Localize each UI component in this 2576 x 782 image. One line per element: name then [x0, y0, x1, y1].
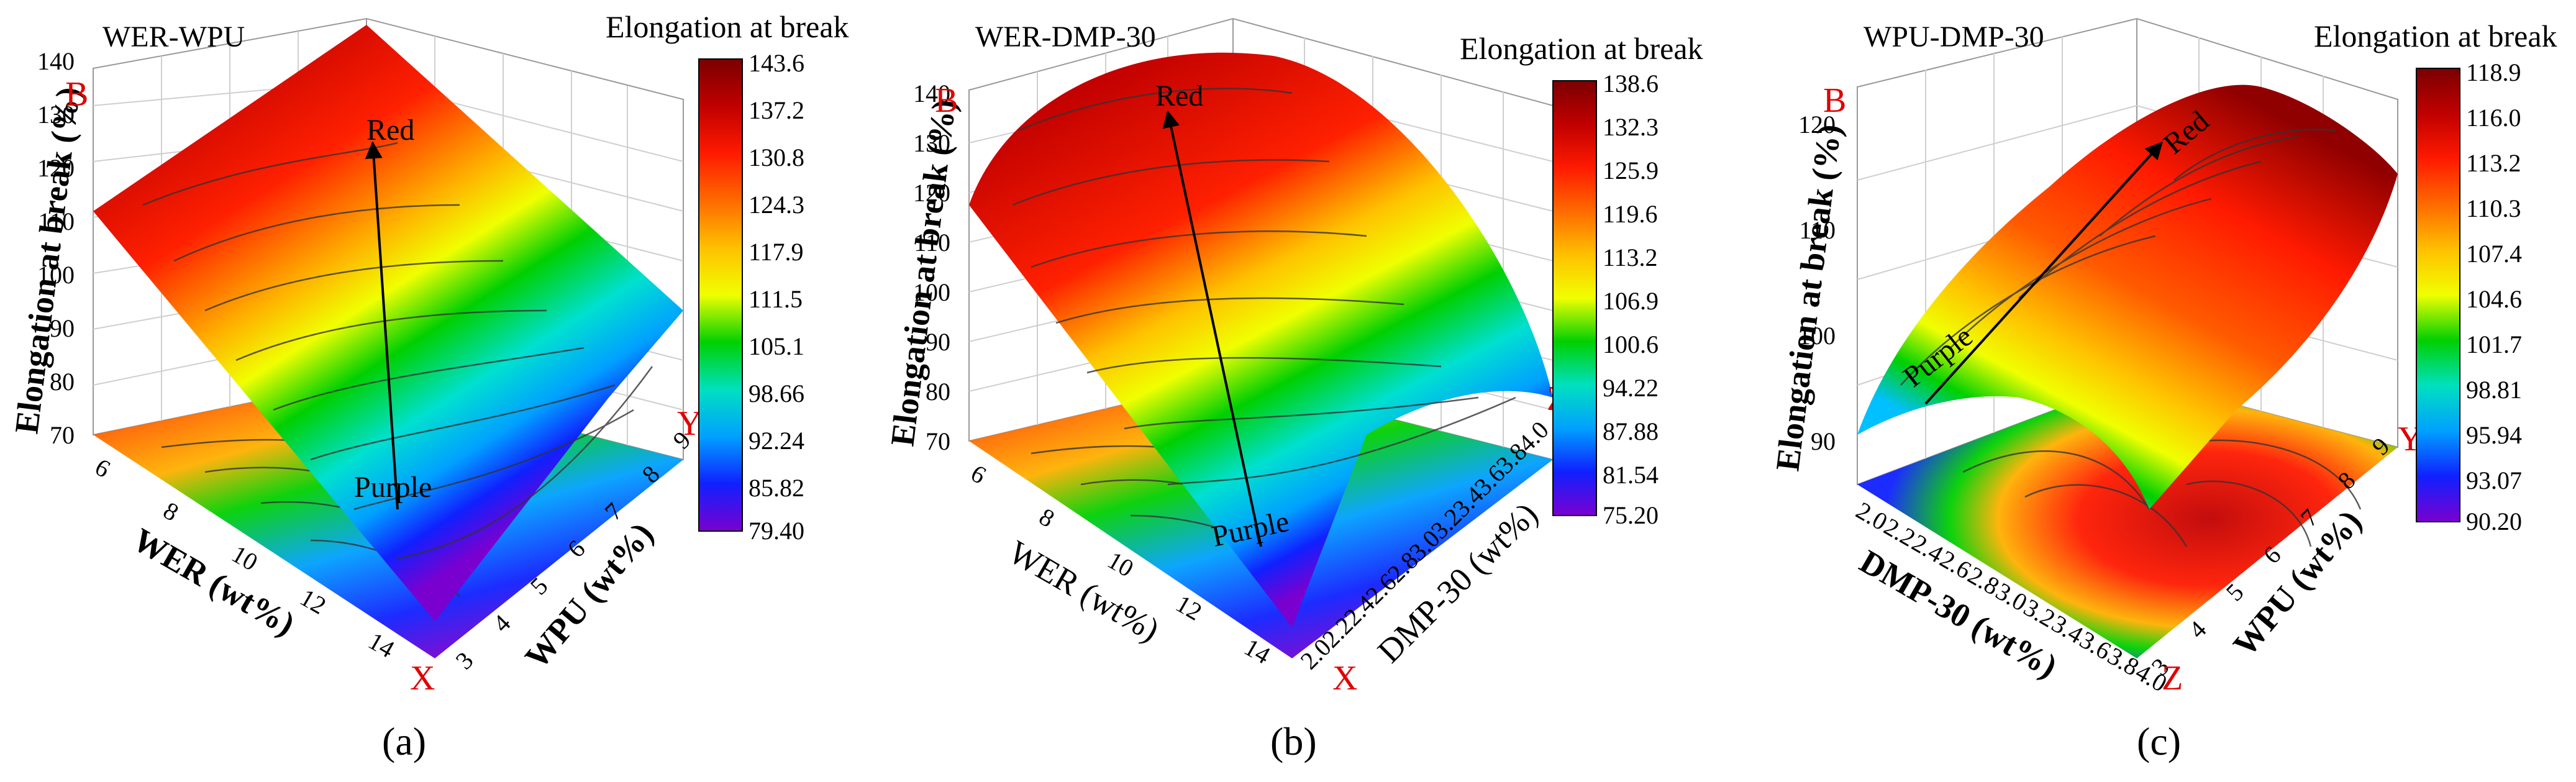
panel-c-floor — [1857, 379, 2398, 658]
corner-b: B — [65, 75, 88, 114]
z-tick: 120 — [37, 154, 75, 182]
z-tick: 110 — [38, 207, 75, 235]
colorbar-tick: 110.3 — [2466, 194, 2521, 222]
colorbar-tick: 113.2 — [2466, 149, 2521, 177]
panel-c-surface — [1857, 84, 2398, 509]
panel-title: WER-WPU — [102, 20, 245, 53]
z-tick: 70 — [926, 427, 950, 455]
annotation-red: Red — [366, 114, 414, 147]
colorbar-tick: 81.54 — [1603, 461, 1659, 489]
x-tick: 6 — [91, 453, 116, 483]
z-tick: 110 — [914, 229, 950, 257]
panel-title: WPU-DMP-30 — [1864, 20, 2044, 53]
colorbar-title: Elongation at break — [2314, 19, 2557, 53]
colorbar-tick: 95.94 — [2466, 421, 2522, 449]
z-axis-label: Elongation at break (%) — [1768, 122, 1848, 473]
colorbar-tick: 79.40 — [749, 517, 804, 545]
panel-a-colorbar: Elongation at break 143.6 137.2 130.8 12… — [606, 9, 849, 545]
z-axis-label: Elongation at break (%) — [883, 98, 963, 448]
y-tick: 3 — [450, 646, 479, 675]
corner-x: X — [410, 659, 435, 698]
z-tick: 110 — [1799, 216, 1836, 244]
panel-c-colorbar: Elongation at break 118.9 116.0 113.2 11… — [2314, 19, 2557, 535]
corner-z: Z — [2162, 659, 2183, 698]
colorbar-tick: 75.20 — [1603, 501, 1659, 529]
colorbar-tick: 111.5 — [749, 285, 803, 313]
panel-a-z-ticks: 70 80 90 100 110 120 130 140 — [37, 47, 75, 449]
corner-b: B — [1823, 81, 1846, 120]
colorbar-title: Elongation at break — [606, 9, 849, 44]
panel-label: (c) — [2137, 719, 2181, 763]
panel-label: (b) — [1270, 719, 1317, 763]
x-tick: 14 — [364, 627, 399, 663]
z-tick: 130 — [37, 101, 75, 129]
panel-b-colorbar: Elongation at break 138.6 132.3 125.9 11… — [1460, 31, 1703, 529]
colorbar-tick: 132.3 — [1603, 113, 1659, 141]
z-tick: 100 — [1798, 322, 1836, 350]
z-tick: 140 — [913, 80, 950, 107]
corner-b: B — [935, 81, 958, 120]
x-tick: 6 — [967, 459, 991, 489]
colorbar-tick: 143.6 — [749, 49, 804, 77]
colorbar-tick: 105.1 — [749, 332, 804, 360]
colorbar-tick: 98.81 — [2466, 376, 2522, 404]
z-tick: 90 — [1811, 427, 1836, 455]
corner-y: Y — [677, 404, 702, 443]
z-tick: 90 — [926, 328, 950, 356]
colorbar-tick: 90.20 — [2466, 507, 2522, 535]
panel-label: (a) — [382, 719, 426, 763]
y-tick: 5 — [2221, 578, 2249, 606]
z-tick: 100 — [37, 261, 75, 289]
colorbar-tick: 98.66 — [749, 380, 804, 407]
annotation-purple: Purple — [354, 471, 432, 504]
colorbar-tick: 85.82 — [749, 474, 804, 502]
corner-x: X — [1332, 659, 1357, 698]
colorbar-tick: 93.07 — [2466, 466, 2522, 494]
colorbar-tick: 118.9 — [2466, 58, 2521, 86]
x-tick: 8 — [1035, 502, 1060, 533]
colorbar-tick: 130.8 — [749, 143, 804, 171]
colorbar-tick: 107.4 — [2466, 240, 2522, 268]
panel-b-z-ticks: 70 80 90 100 110 120 130 140 — [913, 80, 950, 455]
panel-b: 70 80 90 100 110 120 130 140 6 8 10 12 1… — [883, 17, 1703, 763]
panel-c: 90 100 110 120 2.0 2.2 2.4 2.6 2.8 3.0 3… — [1768, 17, 2557, 763]
colorbar-tick: 104.6 — [2466, 285, 2522, 313]
y-tick: 4 — [2183, 615, 2212, 643]
panel-a: 70 80 90 100 110 120 130 140 6 8 10 12 1… — [7, 9, 849, 763]
colorbar-tick: 137.2 — [749, 96, 804, 124]
colorbar-tick: 101.7 — [2466, 330, 2522, 358]
colorbar-tick: 117.9 — [749, 238, 804, 266]
z-tick: 80 — [926, 378, 950, 406]
colorbar-tick: 125.9 — [1603, 157, 1659, 184]
z-tick: 70 — [50, 421, 75, 449]
x-tick: 12 — [296, 583, 331, 620]
colorbar-tick: 138.6 — [1603, 70, 1659, 98]
z-tick: 80 — [50, 368, 75, 396]
x-tick: 8 — [159, 496, 184, 527]
panel-c-z-ticks: 90 100 110 120 — [1798, 111, 1836, 455]
colorbar-tick: 106.9 — [1603, 287, 1659, 315]
colorbar-title: Elongation at break — [1460, 31, 1703, 66]
panel-title: WER-DMP-30 — [975, 20, 1156, 53]
y-tick: 4 — [488, 609, 516, 637]
colorbar-tick: 100.6 — [1603, 330, 1659, 358]
z-axis-label: Elongation at break (%) — [7, 85, 87, 436]
panel-b-surface — [969, 52, 1553, 628]
z-tick: 90 — [50, 314, 75, 342]
colorbar-tick: 113.2 — [1603, 243, 1658, 271]
y-tick: 5 — [525, 571, 553, 600]
z-tick: 100 — [913, 278, 950, 306]
colorbar-tick: 124.3 — [749, 191, 804, 219]
z-tick: 120 — [913, 179, 950, 207]
colorbar-tick: 94.22 — [1603, 374, 1659, 402]
colorbar-tick: 92.24 — [749, 427, 804, 455]
z-tick: 120 — [1798, 111, 1836, 139]
z-tick: 140 — [37, 47, 75, 75]
colorbar-tick: 116.0 — [2466, 104, 2521, 132]
colorbar-tick: 119.6 — [1603, 200, 1658, 228]
z-tick: 130 — [913, 129, 950, 157]
colorbar-tick: 87.88 — [1603, 417, 1659, 445]
annotation-red: Red — [1155, 80, 1203, 112]
